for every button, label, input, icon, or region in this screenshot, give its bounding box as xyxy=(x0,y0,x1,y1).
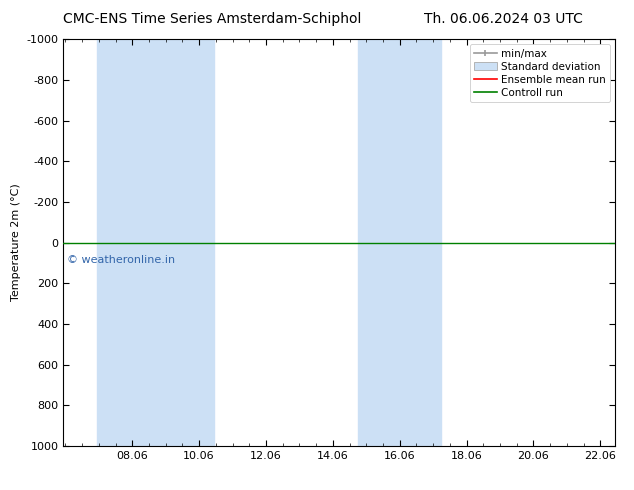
Text: Th. 06.06.2024 03 UTC: Th. 06.06.2024 03 UTC xyxy=(424,12,583,26)
Legend: min/max, Standard deviation, Ensemble mean run, Controll run: min/max, Standard deviation, Ensemble me… xyxy=(470,45,610,102)
Text: © weatheronline.in: © weatheronline.in xyxy=(67,255,175,265)
Bar xyxy=(358,39,441,446)
Text: CMC-ENS Time Series Amsterdam-Schiphol: CMC-ENS Time Series Amsterdam-Schiphol xyxy=(63,12,362,26)
Bar xyxy=(97,39,214,446)
Y-axis label: Temperature 2m (°C): Temperature 2m (°C) xyxy=(11,184,21,301)
